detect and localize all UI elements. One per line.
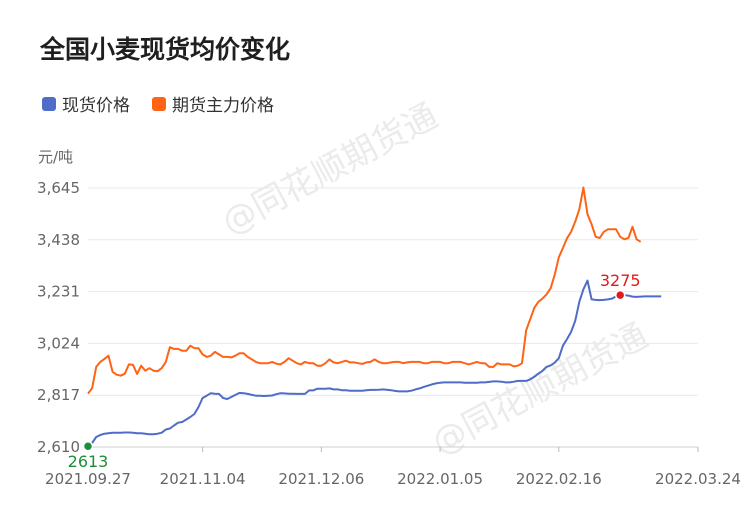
watermark-2: @同花顺期货通 [425,316,654,463]
x-tick-label-4: 2022.02.16 [516,470,602,488]
legend-item-futures[interactable]: 期货主力价格 [152,91,274,116]
annotation-label-0: 2613 [68,452,109,471]
grid [88,187,698,448]
legend-label-futures: 期货主力价格 [172,96,274,116]
legend-swatch-spot [42,96,56,111]
annotation-point-1 [614,289,626,301]
y-tick-label-3: 3,231 [37,283,80,301]
x-tick-label-0: 2021.09.27 [45,470,131,488]
legend: 现货价格 期货主力价格 [42,91,296,116]
y-axis-unit: 元/吨 [38,148,73,166]
y-tick-label-5: 3,645 [37,179,80,197]
series-lines [87,186,662,447]
legend-swatch-futures [152,96,166,111]
y-tick-labels: 2,610 2,817 3,024 3,231 3,438 3,645 [37,179,80,456]
x-tick-labels: 2021.09.27 2021.11.04 2021.12.06 2022.01.05… [45,447,741,488]
chart-title: 全国小麦现货均价变化 [40,35,291,64]
annotation-label-1: 3275 [600,271,641,290]
legend-item-spot[interactable]: 现货价格 [42,91,130,116]
legend-label-spot: 现货价格 [62,96,130,116]
x-tick-label-2: 2021.12.06 [278,470,364,488]
annotation-point-0 [82,440,94,452]
x-tick-label-5: 2022.03.24 [655,470,741,488]
y-tick-label-4: 3,438 [37,231,80,249]
y-tick-label-1: 2,817 [37,386,80,404]
y-tick-label-0: 2,610 [37,438,80,456]
series-line-1 [87,186,642,395]
y-tick-label-2: 3,024 [37,334,80,352]
x-tick-label-3: 2022.01.05 [397,470,483,488]
series-line-0 [87,279,662,447]
watermark-1: @同花顺期货通 [215,96,444,243]
x-tick-label-1: 2021.11.04 [160,470,246,488]
annotations: 2613 3275 [68,271,641,471]
